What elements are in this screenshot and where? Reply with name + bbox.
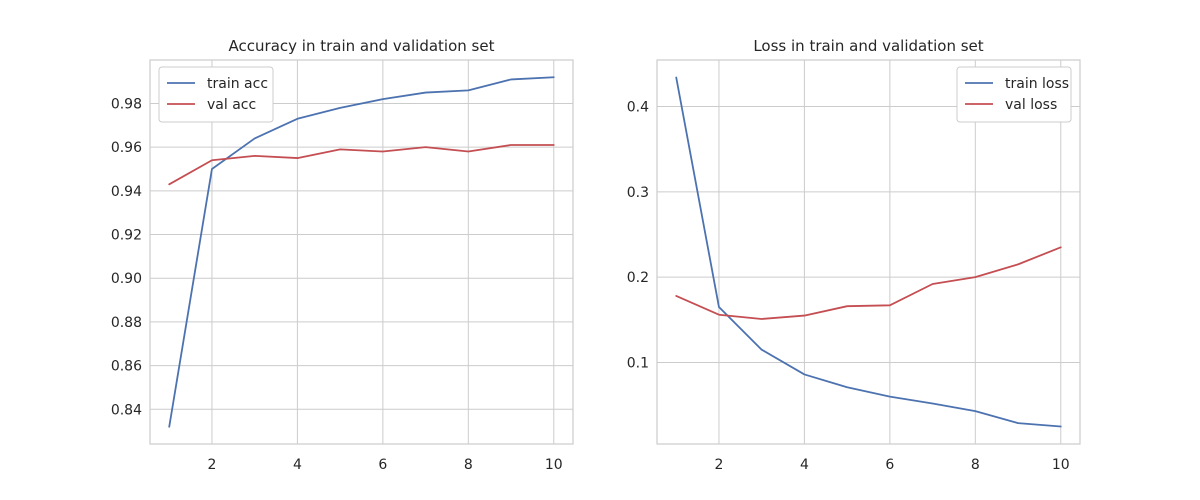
val-loss-legend-label: val loss xyxy=(1005,97,1057,113)
loss-y-tick-label: 0.2 xyxy=(627,270,649,286)
train-acc-legend-label: train acc xyxy=(207,76,268,92)
accuracy-y-tick-label: 0.98 xyxy=(111,96,142,112)
loss-x-tick-label: 4 xyxy=(800,457,809,473)
loss-x-tick-label: 8 xyxy=(971,457,980,473)
accuracy-plot-frame xyxy=(149,59,574,445)
accuracy-x-tick-label: 10 xyxy=(545,457,563,473)
accuracy-x-tick-label: 6 xyxy=(378,457,387,473)
loss-chart-title: Loss in train and validation set xyxy=(753,37,983,55)
train-loss-legend-label: train loss xyxy=(1005,76,1069,92)
accuracy-y-tick-label: 0.88 xyxy=(111,315,142,331)
loss-chart: Loss in train and validation set 2 4 6 8 10 0… xyxy=(627,37,1081,473)
accuracy-y-tick-label: 0.96 xyxy=(111,140,142,156)
loss-y-tick-label: 0.3 xyxy=(627,185,649,201)
val-acc-line xyxy=(168,144,555,186)
accuracy-x-tick-label: 4 xyxy=(293,457,302,473)
loss-plot-frame xyxy=(656,59,1081,445)
loss-legend: train loss val loss xyxy=(956,66,1072,123)
accuracy-chart: Accuracy in train and validation set 2 4 6… xyxy=(111,37,574,473)
loss-x-tick-label: 10 xyxy=(1052,457,1070,473)
val-loss-line xyxy=(675,246,1062,320)
train-loss-line xyxy=(675,76,1062,428)
accuracy-legend-box xyxy=(158,66,274,123)
accuracy-y-tick-label: 0.92 xyxy=(111,228,142,244)
accuracy-y-tick-label: 0.86 xyxy=(111,359,142,375)
accuracy-y-tick-label: 0.94 xyxy=(111,184,142,200)
loss-legend-box xyxy=(956,66,1072,123)
accuracy-y-tick-label: 0.84 xyxy=(111,402,142,418)
val-acc-legend-label: val acc xyxy=(207,97,256,113)
train-acc-line xyxy=(168,76,555,428)
accuracy-legend: train acc val acc xyxy=(158,66,274,123)
accuracy-x-tick-label: 8 xyxy=(464,457,473,473)
loss-x-tick-label: 2 xyxy=(714,457,723,473)
loss-y-tick-label: 0.1 xyxy=(627,356,649,372)
accuracy-chart-title: Accuracy in train and validation set xyxy=(229,37,495,55)
accuracy-x-tick-label: 2 xyxy=(207,457,216,473)
loss-x-tick-label: 6 xyxy=(885,457,894,473)
loss-y-tick-label: 0.4 xyxy=(627,100,649,116)
accuracy-y-tick-label: 0.90 xyxy=(111,271,142,287)
